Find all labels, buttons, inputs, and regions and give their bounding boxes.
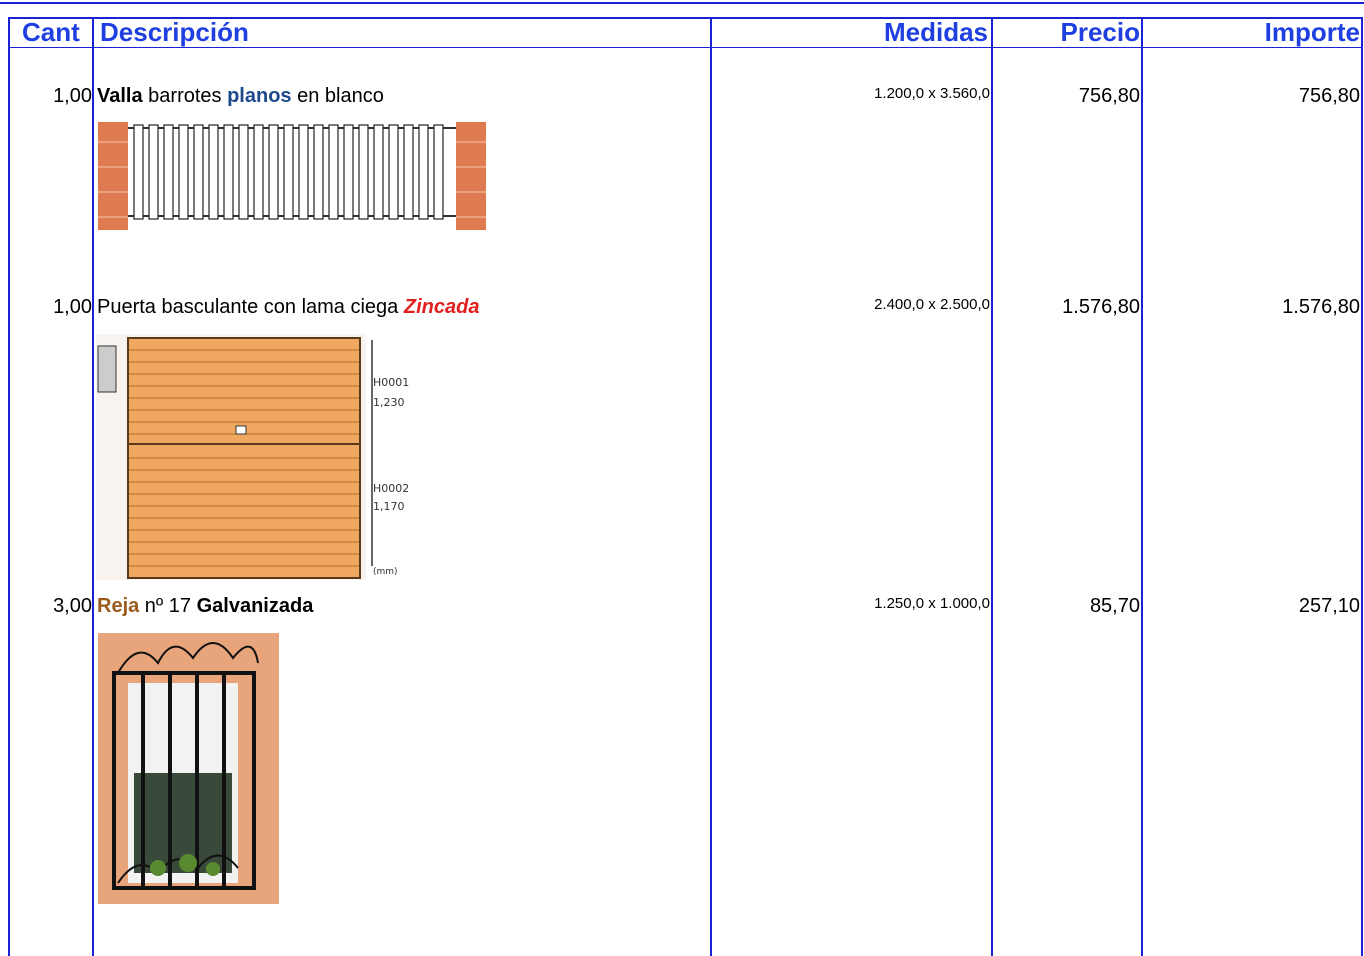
precio: 1.576,80: [1062, 296, 1140, 318]
grille-image: [98, 633, 279, 904]
top-rule: [0, 2, 1364, 4]
header-cell: Cant: [22, 17, 80, 47]
header-cell: Medidas: [883, 17, 988, 47]
fence-image: [98, 122, 486, 230]
description-part: barrotes: [142, 85, 228, 107]
description-part: Galvanizada: [196, 595, 314, 617]
medidas: 1.200,0 x 3.560,0: [874, 85, 990, 102]
description: Reja nº 17 Galvanizada: [97, 594, 313, 618]
door-label: (mm): [373, 567, 398, 577]
header-bottom: [8, 47, 1363, 48]
header-top: [8, 17, 1363, 19]
importe: 756,80: [1298, 85, 1360, 107]
importe: 257,10: [1298, 595, 1360, 617]
cant: 3,00: [53, 595, 92, 617]
col-line: [1141, 17, 1143, 956]
col-line: [1361, 17, 1363, 956]
description-part: Zincada: [403, 296, 480, 318]
description-part: planos: [227, 85, 292, 107]
precio: 756,80: [1078, 85, 1140, 107]
cant: 1,00: [53, 85, 92, 107]
door-image: H0001 1,230 H0002 1,170 (mm): [96, 334, 409, 580]
description-part: en blanco: [291, 85, 384, 107]
col-line: [991, 17, 993, 956]
description: Puerta basculante con lama ciega Zincada: [97, 295, 479, 319]
description: Valla barrotes planos en blanco: [97, 84, 384, 108]
description-part: Reja: [97, 595, 140, 617]
col-line: [8, 17, 10, 956]
door-label: 1,170: [373, 500, 405, 513]
door-label: 1,230: [373, 396, 405, 409]
header-cell: Importe: [1264, 17, 1360, 47]
header-cell: Descripción: [100, 17, 249, 47]
description-part: Valla: [97, 85, 143, 107]
cant: 1,00: [53, 296, 92, 318]
door-label: H0002: [373, 482, 409, 495]
header-cell: Precio: [1060, 17, 1141, 47]
col-line: [92, 17, 94, 956]
description-part: nº 17: [139, 595, 197, 617]
importe: 1.576,80: [1282, 296, 1360, 318]
door-label: H0001: [373, 376, 409, 389]
description-part: Puerta basculante con lama ciega: [97, 296, 404, 318]
medidas: 2.400,0 x 2.500,0: [874, 296, 990, 313]
medidas: 1.250,0 x 1.000,0: [874, 595, 990, 612]
precio: 85,70: [1089, 595, 1140, 617]
col-line: [710, 17, 712, 956]
